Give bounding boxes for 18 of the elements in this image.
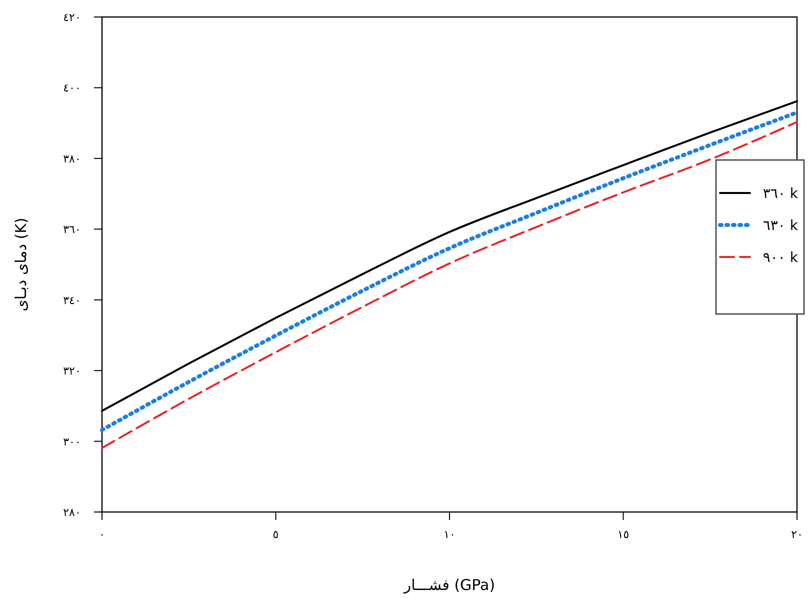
y-tick-label: ٤٢٠ xyxy=(63,11,81,24)
y-tick-label: ٣٤٠ xyxy=(63,294,81,307)
y-tick-label: ٣٠٠ xyxy=(63,435,81,448)
y-tick-label: ٢٨٠ xyxy=(63,506,81,519)
y-tick-label: ٣٢٠ xyxy=(63,364,81,378)
x-axis-title: فشـــار (GPa) xyxy=(402,576,496,594)
legend-label: ٦٣٠ k xyxy=(762,218,799,234)
y-tick-label: ٣٨٠ xyxy=(63,152,81,166)
legend-label: ٣٦٠ k xyxy=(762,186,799,202)
x-tick-label: ٠ xyxy=(99,528,105,541)
y-tick-label: ٣٦٠ xyxy=(63,223,81,236)
legend-label: ٩٠٠ k xyxy=(762,250,799,266)
x-tick-label: ١٥ xyxy=(617,528,630,541)
x-tick-label: ٢٠ xyxy=(791,528,803,541)
x-tick-label: ١٠ xyxy=(444,528,456,541)
y-tick-label: ٤٠٠ xyxy=(63,82,81,95)
y-axis-title: دمای دبـای (K) xyxy=(12,218,30,312)
x-tick-label: ٥ xyxy=(272,528,279,541)
